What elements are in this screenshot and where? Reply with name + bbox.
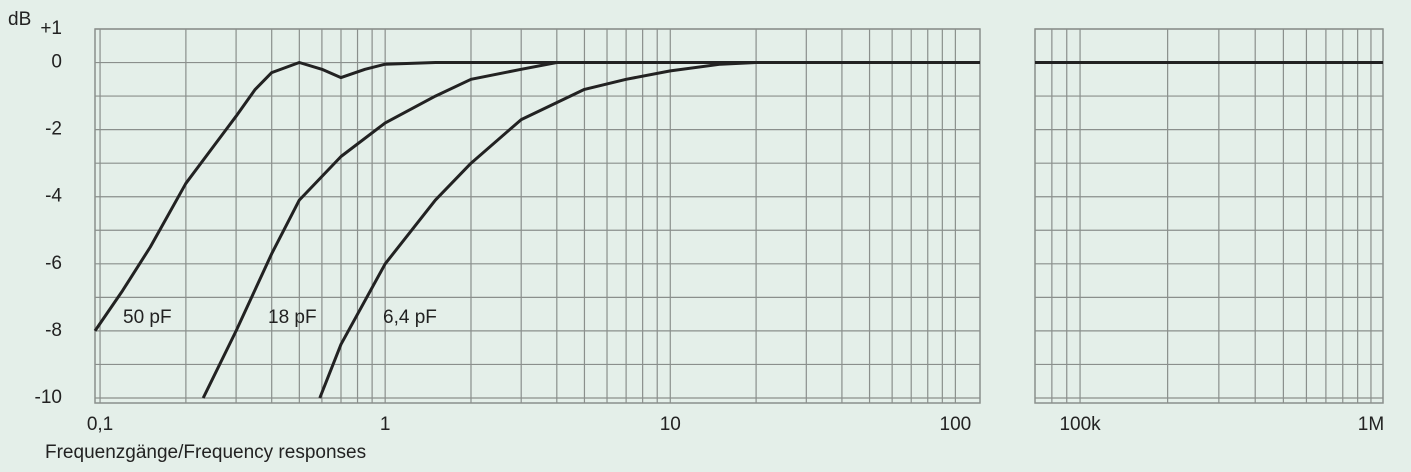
plot-frame bbox=[1034, 28, 1384, 404]
series-label: 6,4 pF bbox=[383, 307, 437, 328]
y-tick-label: +1 bbox=[40, 18, 62, 39]
series-label: 50 pF bbox=[123, 307, 172, 328]
x-tick-label: 100 bbox=[940, 414, 972, 435]
plot-frame bbox=[94, 28, 981, 404]
x-tick-label: 100k bbox=[1059, 414, 1101, 435]
y-tick-label: -4 bbox=[45, 186, 62, 207]
x-tick-label: 1M bbox=[1358, 414, 1384, 435]
curve bbox=[93, 61, 980, 332]
y-tick-label: -8 bbox=[45, 320, 62, 341]
caption: Frequenzgänge/Frequency responses bbox=[45, 442, 366, 463]
curve bbox=[201, 61, 980, 399]
y-tick-label: -10 bbox=[35, 387, 62, 408]
curve bbox=[318, 61, 980, 399]
y-tick-label: 0 bbox=[51, 52, 62, 73]
series-label: 18 pF bbox=[268, 307, 317, 328]
y-axis-label: dB bbox=[8, 9, 31, 30]
y-tick-label: -6 bbox=[45, 253, 62, 274]
x-tick-label: 1 bbox=[380, 414, 391, 435]
y-tick-label: -2 bbox=[45, 119, 62, 140]
x-tick-label: 0,1 bbox=[87, 414, 113, 435]
x-tick-label: 10 bbox=[660, 414, 681, 435]
